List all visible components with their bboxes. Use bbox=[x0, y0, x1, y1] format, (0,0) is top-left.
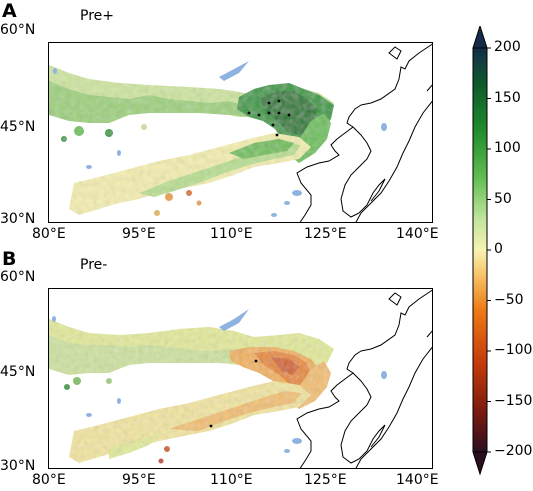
panel-b-lon-tick: 80°E bbox=[32, 472, 66, 488]
colorbar-tick-label: 50 bbox=[494, 190, 512, 207]
colorbar-tick-label: 200 bbox=[494, 39, 521, 55]
panel-b-lon-tick: 140°E bbox=[396, 472, 439, 488]
colorbar-tick-label: 150 bbox=[494, 89, 521, 106]
panel-b-lat-tick: 30°N bbox=[0, 458, 36, 474]
panel-b-lon-tick: 95°E bbox=[122, 472, 156, 488]
panel-b-map bbox=[48, 288, 433, 469]
panel-a-title: Pre+ bbox=[80, 8, 114, 24]
panel-b-title: Pre- bbox=[80, 257, 108, 273]
colorbar-extend-min bbox=[472, 451, 488, 476]
panel-a-lon-tick: 80°E bbox=[32, 226, 66, 242]
colorbar-tick-label: 0 bbox=[494, 241, 503, 257]
panel-b-lon-tick: 110°E bbox=[210, 472, 253, 488]
panel-a-lat-tick: 30°N bbox=[0, 211, 36, 227]
colorbar-tick-label: −50 bbox=[494, 291, 524, 308]
colorbar-extend-max bbox=[472, 26, 488, 49]
panel-a-field bbox=[49, 43, 432, 222]
panel-b-lat-tick: 60°N bbox=[0, 269, 36, 285]
panel-a-map bbox=[48, 42, 433, 223]
panel-a-lon-tick: 125°E bbox=[304, 226, 347, 242]
panel-b-field bbox=[49, 289, 432, 468]
colorbar-ramp bbox=[472, 47, 488, 453]
panel-b-letter: B bbox=[2, 248, 17, 270]
colorbar-tick-label: −100 bbox=[494, 342, 533, 358]
colorbar-tick-label: −150 bbox=[494, 392, 533, 409]
panel-a-lat-tick: 45°N bbox=[0, 119, 36, 135]
colorbar-tick-label: 100 bbox=[494, 140, 521, 156]
panel-a-lon-tick: 140°E bbox=[396, 226, 439, 242]
panel-a-letter: A bbox=[2, 0, 17, 22]
panel-a-lon-tick: 110°E bbox=[210, 226, 253, 242]
colorbar bbox=[472, 26, 491, 476]
colorbar-tick-label: −200 bbox=[494, 443, 533, 459]
panel-a-lat-tick: 60°N bbox=[0, 22, 36, 38]
panel-a-lon-tick: 95°E bbox=[122, 226, 156, 242]
panel-b-lon-tick: 125°E bbox=[304, 472, 347, 488]
panel-b-lat-tick: 45°N bbox=[0, 364, 36, 380]
